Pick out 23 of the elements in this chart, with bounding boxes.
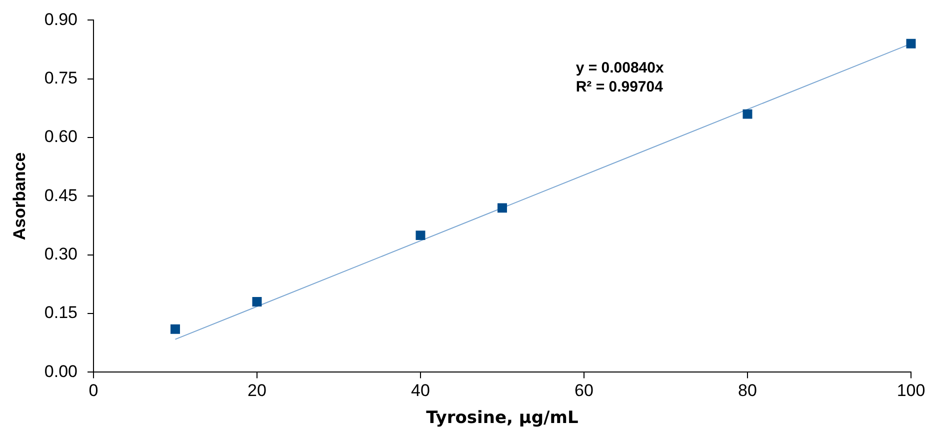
- y-tick-label: 0.60: [44, 127, 78, 146]
- point: [742, 109, 752, 119]
- x-tick-label: 100: [896, 381, 926, 400]
- annotation: y = 0.00840x: [576, 59, 664, 76]
- point: [252, 297, 262, 307]
- point: [416, 230, 426, 240]
- y-tick-label: 0.00: [44, 362, 78, 381]
- x-tick-label: 60: [574, 381, 594, 400]
- x-tick-label: 80: [738, 381, 757, 400]
- annotation: R² = 0.99704: [576, 78, 664, 96]
- point: [170, 324, 180, 334]
- x-axis-title: Tyrosine, µg/mL: [426, 408, 578, 428]
- y-axis-title: Asorbance: [10, 152, 29, 240]
- y-tick-label: 0.30: [44, 244, 78, 264]
- x-tick-label: 40: [411, 381, 430, 400]
- y-tick-label: 0.45: [44, 186, 78, 205]
- point: [906, 38, 916, 48]
- y-tick-label: 0.15: [44, 303, 78, 322]
- x-tick-label: 20: [248, 381, 266, 400]
- point: [498, 203, 507, 213]
- x-tick-label: 0: [88, 381, 98, 400]
- y-tick-label: 0.75: [44, 68, 78, 88]
- y-tick-label: 0.90: [44, 10, 78, 29]
